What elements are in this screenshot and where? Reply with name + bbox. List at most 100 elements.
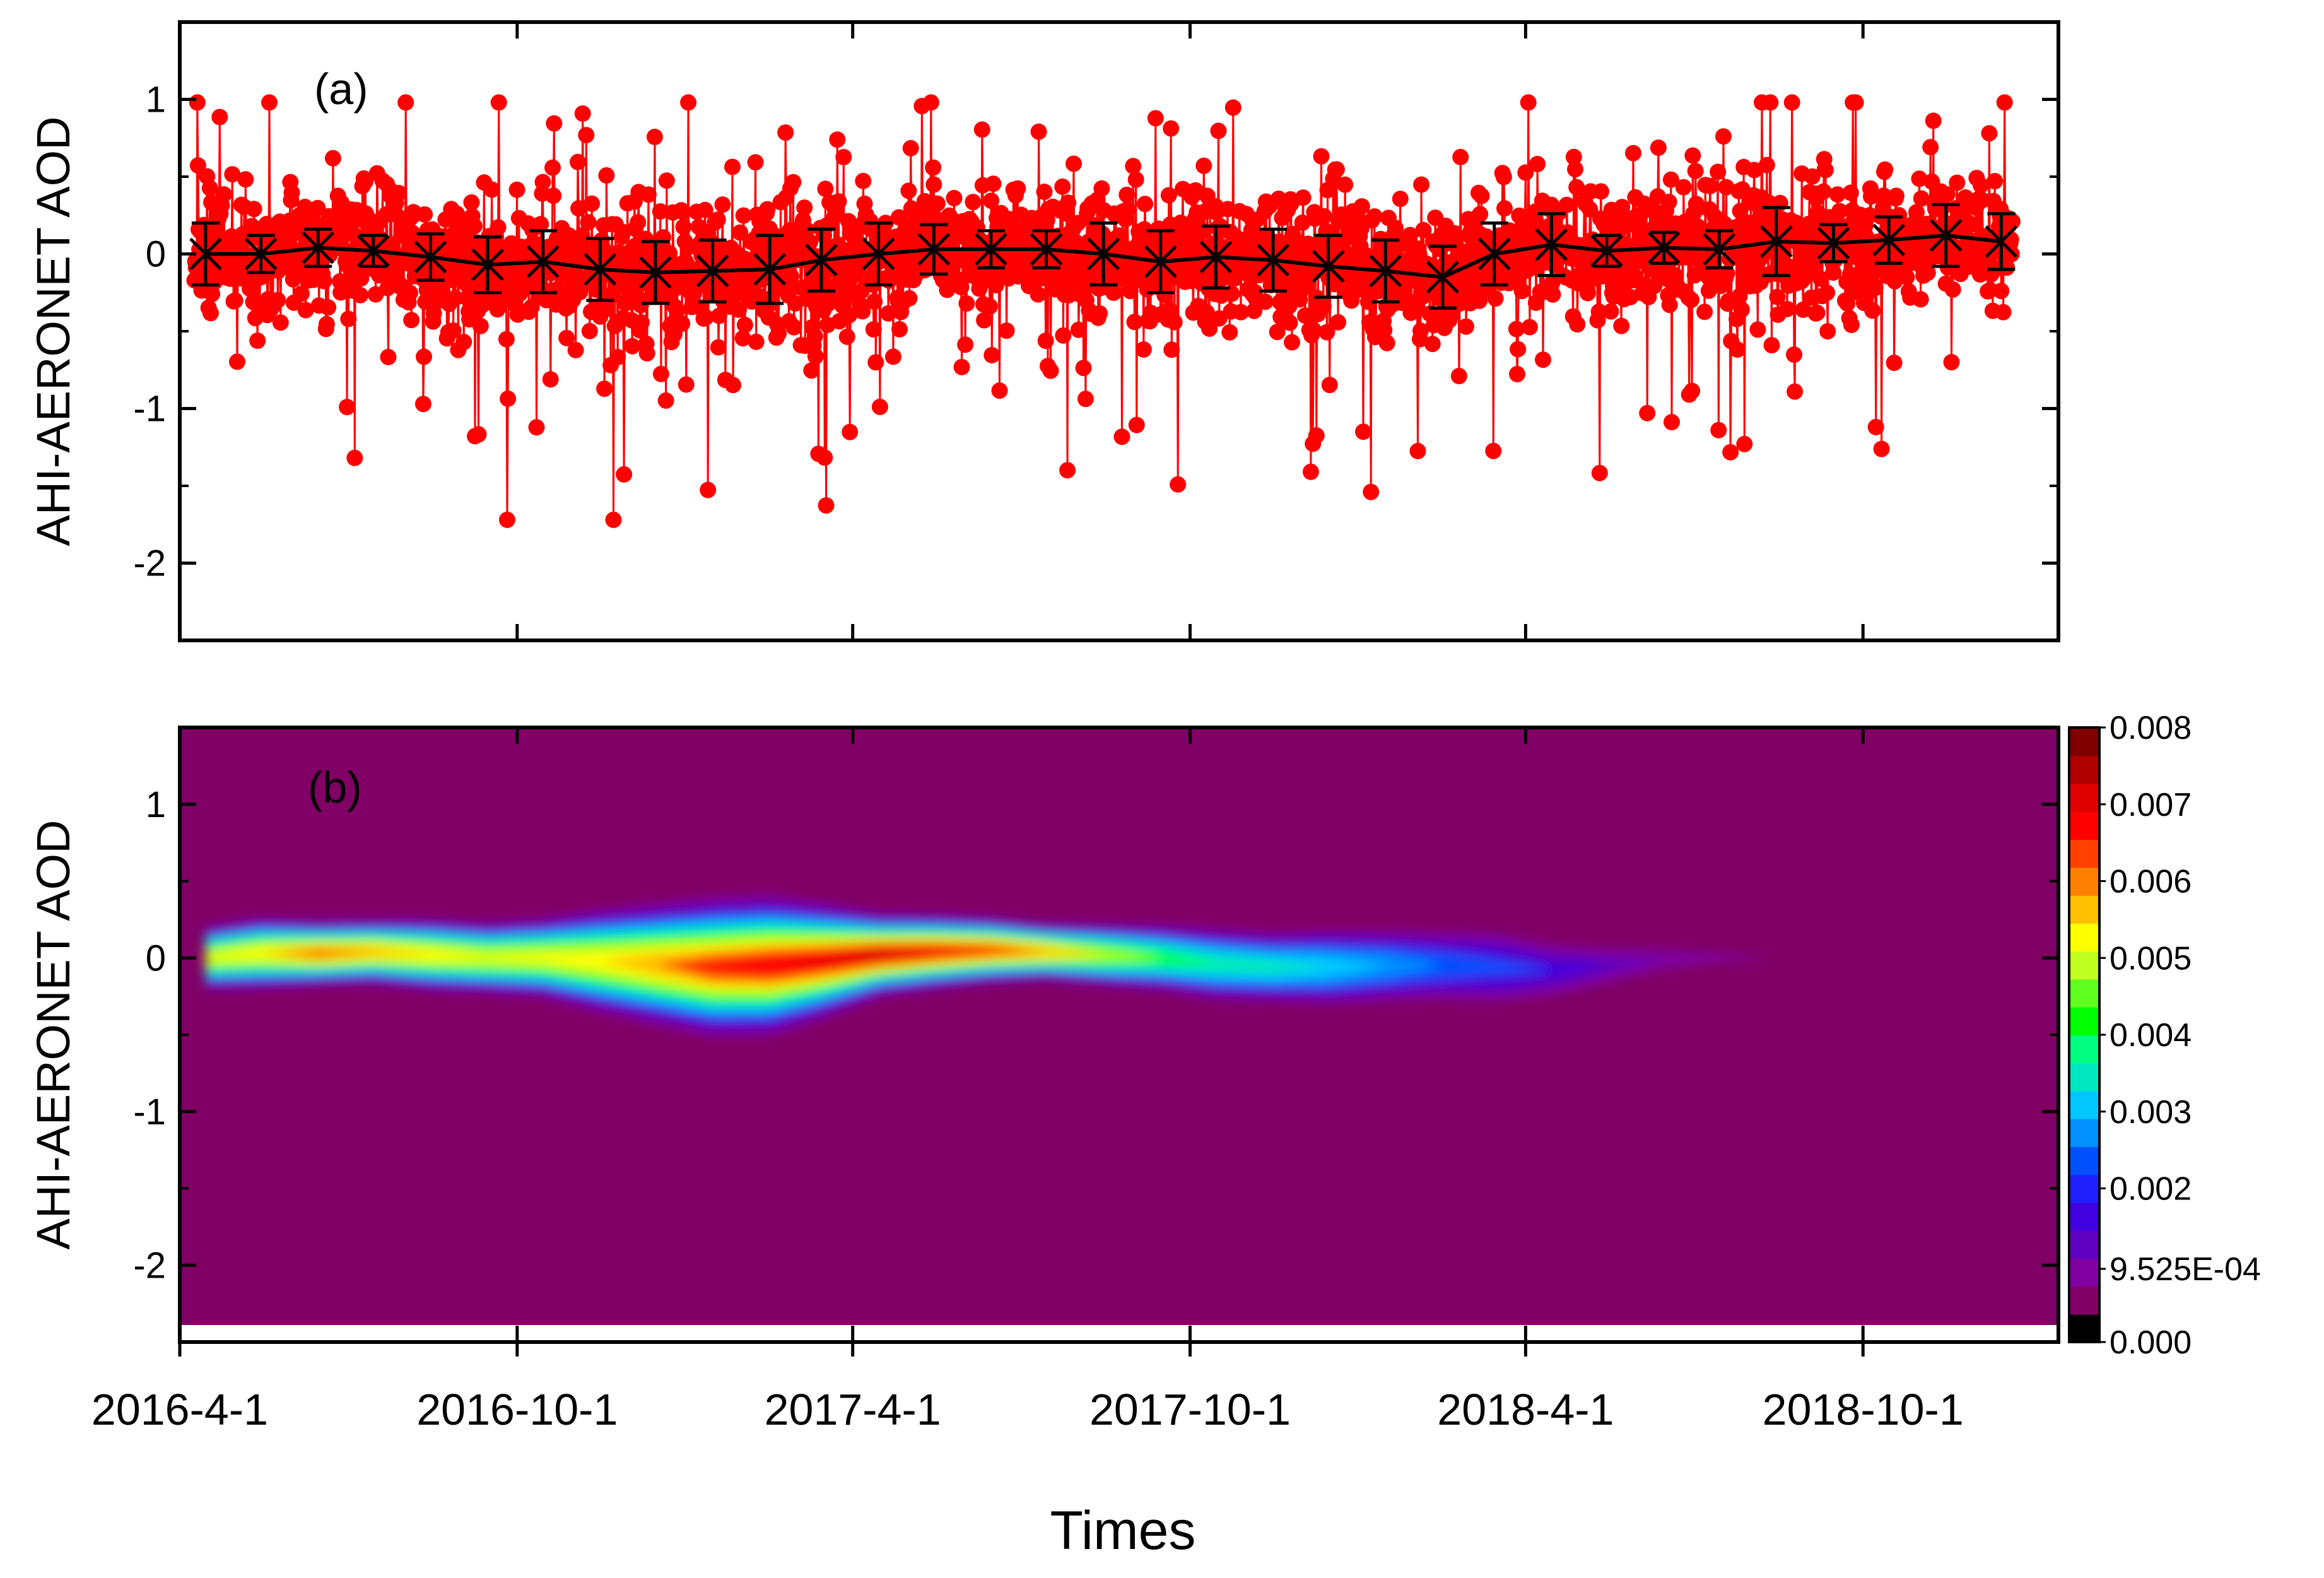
scatter-point — [657, 288, 674, 305]
colorbar-segment — [2069, 755, 2099, 784]
scatter-point — [998, 322, 1015, 339]
a-ytick-label-1: 0 — [146, 234, 166, 275]
mean-point — [1257, 227, 1289, 293]
scatter-point — [700, 481, 717, 498]
scatter-point — [1683, 291, 1699, 309]
monthly-mean-series — [189, 203, 2018, 310]
scatter-point — [929, 195, 946, 212]
scatter-point — [545, 187, 562, 204]
scatter-point — [759, 201, 776, 218]
scatter-point — [1036, 184, 1053, 200]
scatter-point — [1749, 321, 1766, 338]
scatter-point — [1718, 179, 1735, 196]
scatter-point — [696, 201, 713, 218]
scatter-point — [508, 181, 525, 198]
scatter-point — [1736, 435, 1753, 452]
mean-point — [1144, 229, 1177, 295]
scatter-point — [1898, 269, 1915, 286]
colorbar-segment — [2069, 1286, 2099, 1315]
a-ytick-label-2: -1 — [133, 389, 166, 430]
scatter-point — [226, 292, 244, 309]
scatter-point — [983, 192, 1000, 209]
scatter-point — [215, 186, 232, 203]
scatter-point — [1221, 324, 1238, 341]
scatter-point — [1065, 155, 1082, 172]
scatter-point — [1847, 94, 1864, 111]
scatter-point — [1877, 161, 1894, 178]
scatter-point — [818, 497, 835, 514]
scatter-point — [816, 449, 833, 466]
colorbar-segment — [2069, 1230, 2099, 1259]
scatter-point — [1886, 355, 1903, 371]
panel-b: 1 0 -1 -2 2016-4-1 2016-10-1 2017-4-1 2017-10-… — [27, 710, 2261, 1561]
scatter-point — [339, 399, 356, 416]
scatter-point — [1873, 440, 1890, 457]
scatter-point — [880, 305, 897, 322]
scatter-point — [714, 196, 731, 213]
scatter-point — [646, 129, 663, 145]
mean-point — [189, 221, 222, 286]
mean-point — [1030, 229, 1063, 270]
scatter-point — [1308, 427, 1325, 444]
colorbar-tick-label-6: 0.002 — [2110, 1171, 2192, 1208]
scatter-point — [982, 298, 998, 315]
scatter-point — [1981, 125, 1998, 142]
colorbar-tick-label-7: 9.525E-04 — [2110, 1251, 2261, 1288]
scatter-point — [1495, 168, 1512, 185]
scatter-point — [1353, 198, 1370, 215]
scatter-point — [777, 124, 794, 141]
scatter-point — [1191, 237, 1208, 254]
scatter-point — [616, 466, 633, 483]
scatter-point — [1077, 391, 1094, 408]
scatter-point — [865, 321, 882, 338]
scatter-point — [416, 348, 432, 365]
b-ytick-label-0: 1 — [146, 784, 166, 825]
colorbar-tick-label-2: 0.006 — [2110, 864, 2192, 900]
scatter-point — [1195, 157, 1212, 174]
scatter-point — [1070, 321, 1087, 338]
scatter-point — [578, 127, 595, 144]
scatter-point — [1591, 464, 1608, 481]
x-tick-label-4: 2018-4-1 — [1437, 1385, 1614, 1434]
a-ytick-label-3: -2 — [133, 543, 166, 584]
scatter-point — [1517, 164, 1534, 181]
scatter-point — [470, 426, 487, 443]
scatter-point — [356, 173, 373, 190]
scatter-point — [1839, 295, 1856, 312]
scatter-points — [186, 94, 2021, 528]
scatter-point — [211, 109, 228, 126]
scatter-point — [1510, 341, 1527, 358]
scatter-point — [806, 328, 823, 344]
scatter-point — [842, 423, 859, 440]
scatter-point — [1127, 171, 1144, 188]
mean-point — [414, 232, 447, 282]
b-ytick-label-1: 0 — [146, 938, 166, 979]
scatter-point — [661, 245, 678, 262]
colorbar-segment — [2069, 1090, 2099, 1119]
scatter-point — [817, 180, 834, 197]
scatter-point — [320, 299, 337, 316]
mean-point — [1087, 221, 1120, 286]
scatter-point — [1565, 148, 1582, 165]
scatter-point — [1473, 187, 1490, 204]
scatter-point — [1119, 201, 1136, 218]
scatter-point — [1675, 179, 1692, 196]
scatter-point — [1593, 183, 1609, 200]
scatter-point — [855, 172, 872, 189]
mean-point — [1477, 221, 1511, 286]
scatter-point — [838, 328, 855, 345]
scatter-point — [854, 303, 871, 320]
mean-point — [917, 223, 951, 276]
scatter-point — [189, 157, 206, 174]
scatter-point — [1376, 322, 1393, 339]
panel-label-b: (b) — [308, 763, 362, 812]
scatter-point — [1715, 128, 1732, 145]
scatter-point — [953, 358, 970, 375]
density-contour — [205, 938, 2002, 991]
scatter-point — [1054, 178, 1071, 195]
scatter-point — [1733, 301, 1750, 318]
scatter-point — [787, 295, 804, 312]
y-axis-a: 1 0 -1 -2 — [133, 79, 2058, 584]
mean-point — [1312, 233, 1345, 299]
scatter-point — [724, 158, 741, 175]
